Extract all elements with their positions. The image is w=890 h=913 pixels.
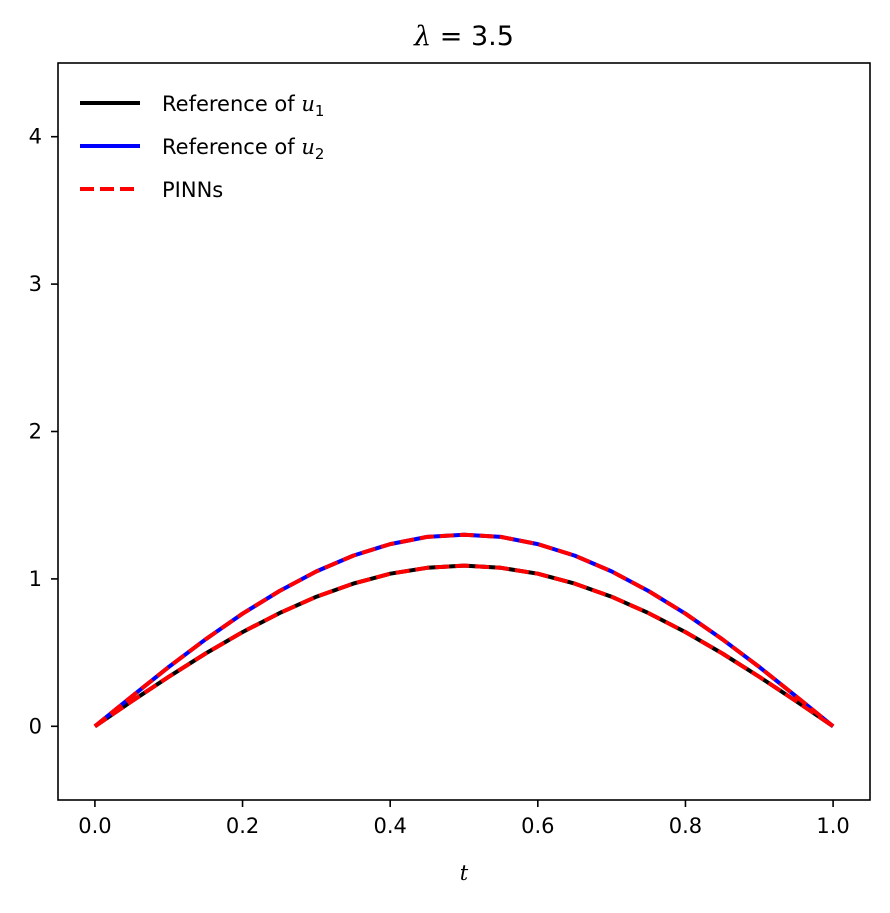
legend-label-2: Reference of u2 xyxy=(162,135,324,163)
title-value: = 3.5 xyxy=(431,21,514,52)
plot-frame xyxy=(57,62,871,801)
y-axis: 0 1 2 3 4 xyxy=(29,125,58,738)
x-tick-label: 0.8 xyxy=(669,814,702,838)
x-tick-label: 0.2 xyxy=(226,814,259,838)
x-axis-label: t xyxy=(460,861,469,885)
y-tick-label: 0 xyxy=(29,714,42,738)
chart-title: λ = 3.5 xyxy=(413,21,514,52)
x-tick-label: 0.0 xyxy=(78,814,111,838)
series-line-1 xyxy=(93,563,835,728)
y-tick-label: 2 xyxy=(29,420,42,444)
y-tick-label: 1 xyxy=(29,567,42,591)
legend-label-1: Reference of u1 xyxy=(162,92,324,120)
legend: Reference of u1 Reference of u2 PINNs xyxy=(80,92,324,202)
y-tick-label: 4 xyxy=(29,125,42,149)
x-tick-label: 1.0 xyxy=(816,814,849,838)
x-tick-label: 0.4 xyxy=(373,814,406,838)
x-tick-label: 0.6 xyxy=(521,814,554,838)
legend-label-3: PINNs xyxy=(162,178,223,202)
series-line-3 xyxy=(93,563,835,728)
series-line-4 xyxy=(93,532,835,728)
series-layer xyxy=(93,532,835,728)
x-axis: 0.0 0.2 0.4 0.6 0.8 1.0 xyxy=(78,800,850,838)
y-tick-label: 3 xyxy=(29,272,42,296)
title-symbol: λ xyxy=(413,21,431,52)
series-line-2 xyxy=(93,532,835,728)
